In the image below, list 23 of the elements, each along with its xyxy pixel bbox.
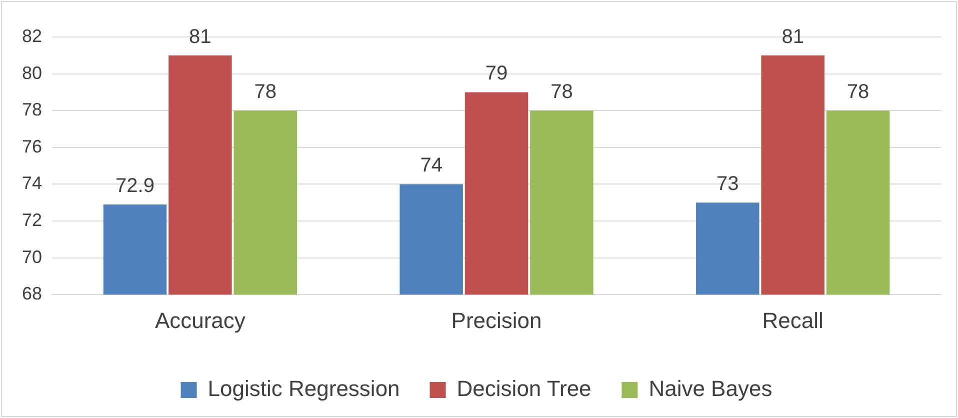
data-label: 78 (846, 81, 870, 104)
data-label: 81 (782, 26, 804, 48)
legend-label: Naive Bayes (648, 376, 772, 402)
legend-label: Logistic Regression (208, 376, 400, 402)
y-tick-label: 68 (22, 284, 42, 304)
data-label: 78 (254, 81, 276, 104)
data-label: 79 (485, 62, 508, 85)
x-tick-label: Accuracy (154, 308, 246, 333)
y-tick-label: 72 (22, 210, 42, 230)
y-tick-label: 74 (22, 173, 42, 194)
y-tick-label: 70 (22, 246, 42, 267)
y-tick-label: 76 (22, 136, 42, 156)
data-label: 81 (189, 26, 212, 48)
data-label: 78 (550, 81, 573, 104)
y-tick-label: 80 (22, 62, 42, 83)
data-label: 72.9 (116, 174, 154, 197)
y-tick-label: 82 (22, 26, 42, 46)
data-label: 73 (716, 173, 739, 196)
data-label: 74 (420, 154, 442, 177)
y-tick-label: 78 (22, 100, 42, 120)
x-tick-label: Precision (451, 308, 542, 333)
x-tick-label: Recall (762, 308, 824, 333)
legend-label: Decision Tree (456, 376, 592, 402)
